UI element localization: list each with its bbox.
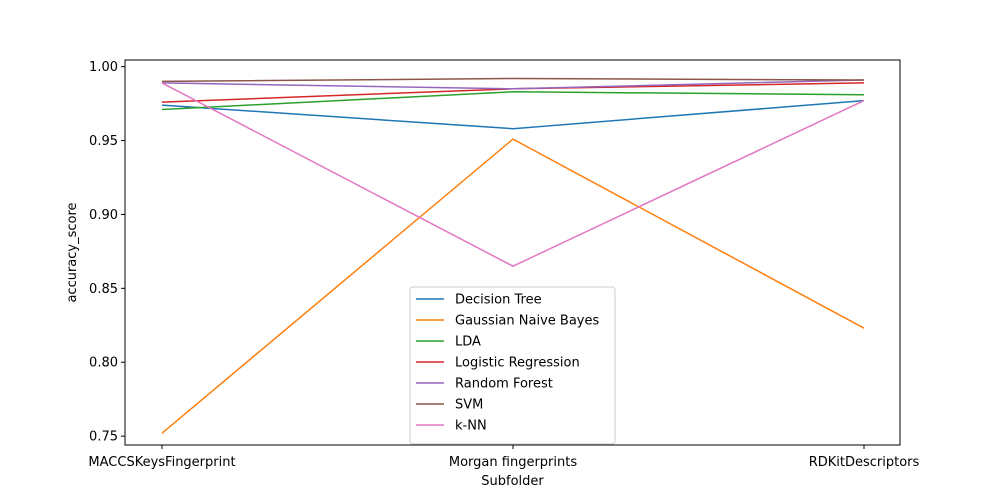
series-layer — [161, 77, 865, 434]
legend-label: k-NN — [455, 419, 487, 434]
series-line-decision-tree — [161, 99, 865, 130]
y-tick-label: 0.85 — [89, 282, 118, 297]
legend-label: Logistic Regression — [455, 356, 580, 371]
legend-label: LDA — [455, 335, 481, 350]
x-tick-label: RDKitDescriptors — [809, 455, 920, 470]
x-tick-label: Morgan fingerprints — [449, 455, 577, 470]
legend-box — [409, 286, 616, 445]
series-line-gaussian-naive-bayes — [161, 138, 865, 434]
y-axis-label: accuracy_score — [65, 202, 80, 302]
legend-label: Gaussian Naive Bayes — [455, 314, 599, 329]
x-tick-label: MACCSKeysFingerprint — [88, 455, 235, 470]
legend-label: SVM — [455, 398, 483, 413]
y-tick-label: 0.95 — [89, 134, 118, 149]
y-tick-label: 0.75 — [89, 430, 118, 445]
x-axis: MACCSKeysFingerprint Morgan fingerprints R… — [88, 445, 920, 470]
x-axis-label: Subfolder — [481, 474, 544, 489]
y-tick-label: 1.00 — [89, 60, 118, 75]
legend-label: Decision Tree — [455, 293, 542, 308]
legend-label: Random Forest — [455, 377, 553, 392]
y-tick-label: 0.80 — [89, 356, 118, 371]
legend: Decision Tree Gaussian Naive Bayes LDA Logi… — [409, 286, 616, 445]
y-axis: 0.75 0.80 0.85 0.90 0.95 1.00 — [89, 60, 125, 445]
series-line-k-nn — [161, 82, 865, 267]
series-line-svm — [161, 77, 865, 83]
series-line-random-forest — [161, 79, 865, 90]
series-line-lda — [161, 91, 865, 111]
y-tick-label: 0.90 — [89, 208, 118, 223]
